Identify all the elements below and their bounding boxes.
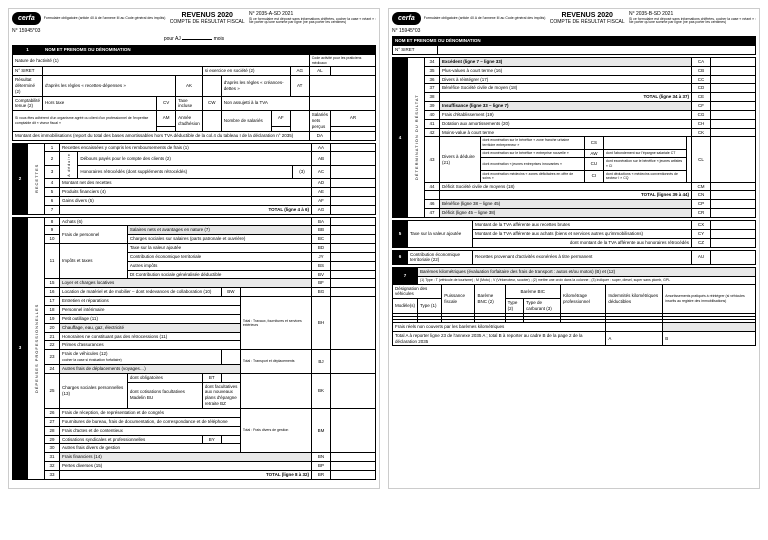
section-1: 1NOM ET PRENOMS OU DÉNOMINATION Nature d… xyxy=(12,45,376,140)
cerfa-logo: cerfa xyxy=(392,12,421,25)
formno-a: N° 15945*03 xyxy=(12,28,376,34)
section-p2: NOM ET PRENOMS OU DÉNOMINATION N° SIRET xyxy=(392,36,756,55)
section-4: 4DÉTERMINATION DU RÉSULTAT 34Excédent (l… xyxy=(392,57,756,218)
obl-note: Formulaire obligatoire (article 40 A de … xyxy=(44,17,166,21)
s1-head: NOM ET PRENOMS OU DÉNOMINATION xyxy=(43,46,376,55)
header-b: cerfa Formulaire obligatoire (article 40… xyxy=(392,12,756,25)
title: REVENUS 2020 xyxy=(170,12,245,19)
section-6: 6Contribution économique territoriale (2… xyxy=(392,250,756,266)
pour-line: pour AJ mois xyxy=(12,36,376,42)
header-a: cerfa Formulaire obligatoire (article 40… xyxy=(12,12,376,25)
section-5: 5Taxe sur la valeur ajoutée Montant de l… xyxy=(392,220,756,248)
note2: Ne porter qu'une somme par ligne (ne pas… xyxy=(249,21,376,25)
section-7: 7Barèmes kilométriques (évaluation forfa… xyxy=(392,267,756,346)
formno-b: N° 15945*03 xyxy=(392,28,756,34)
section-2: 2RECETTES 1Recettes encaissées y compris… xyxy=(12,143,376,215)
page-a: cerfa Formulaire obligatoire (article 40… xyxy=(8,8,380,489)
subtitle: COMPTE DE RÉSULTAT FISCAL xyxy=(170,19,245,25)
page-b: cerfa Formulaire obligatoire (article 40… xyxy=(388,8,760,489)
section-3: 3DÉPENSES PROFESSIONNELLES 8Achats (6)BA… xyxy=(12,217,376,480)
cerfa-logo: cerfa xyxy=(12,12,41,25)
